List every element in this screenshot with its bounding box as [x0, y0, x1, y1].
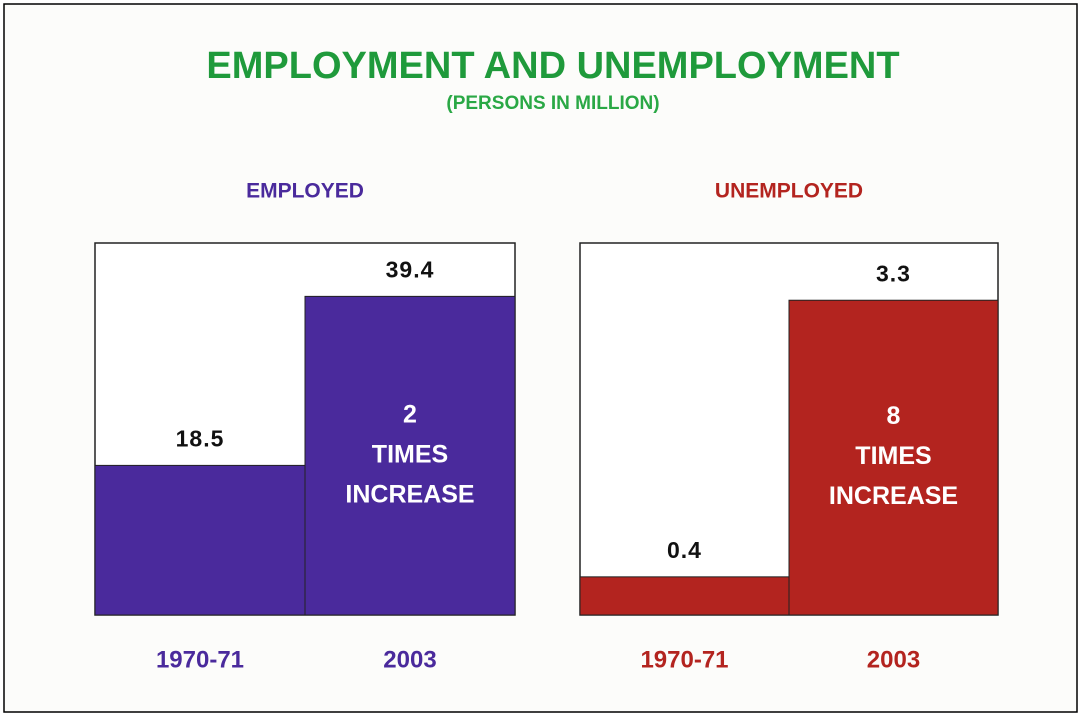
- value-label: 18.5: [176, 425, 225, 451]
- chart-title: EMPLOYMENT AND UNEMPLOYMENT: [206, 45, 899, 87]
- value-label: 3.3: [876, 260, 911, 286]
- bar: [788, 299, 999, 616]
- x-tick-label: 1970-71: [156, 646, 244, 673]
- annotation: INCREASE: [829, 482, 958, 510]
- annotation: TIMES: [372, 440, 448, 468]
- value-label: 39.4: [386, 256, 435, 282]
- annotation: 8: [887, 402, 901, 430]
- panel-title: EMPLOYED: [246, 180, 364, 203]
- x-tick-label: 2003: [383, 646, 436, 673]
- value-label: 0.4: [667, 537, 702, 563]
- x-tick-label: 2003: [867, 646, 920, 673]
- bar: [579, 576, 790, 616]
- bar: [94, 464, 306, 616]
- panel-title: UNEMPLOYED: [715, 180, 863, 203]
- annotation: 2: [403, 400, 417, 428]
- annotation: INCREASE: [345, 480, 474, 508]
- chart-subtitle: (PERSONS IN MILLION): [446, 93, 659, 114]
- x-tick-label: 1970-71: [640, 646, 728, 673]
- bar: [304, 295, 516, 616]
- annotation: TIMES: [855, 442, 931, 470]
